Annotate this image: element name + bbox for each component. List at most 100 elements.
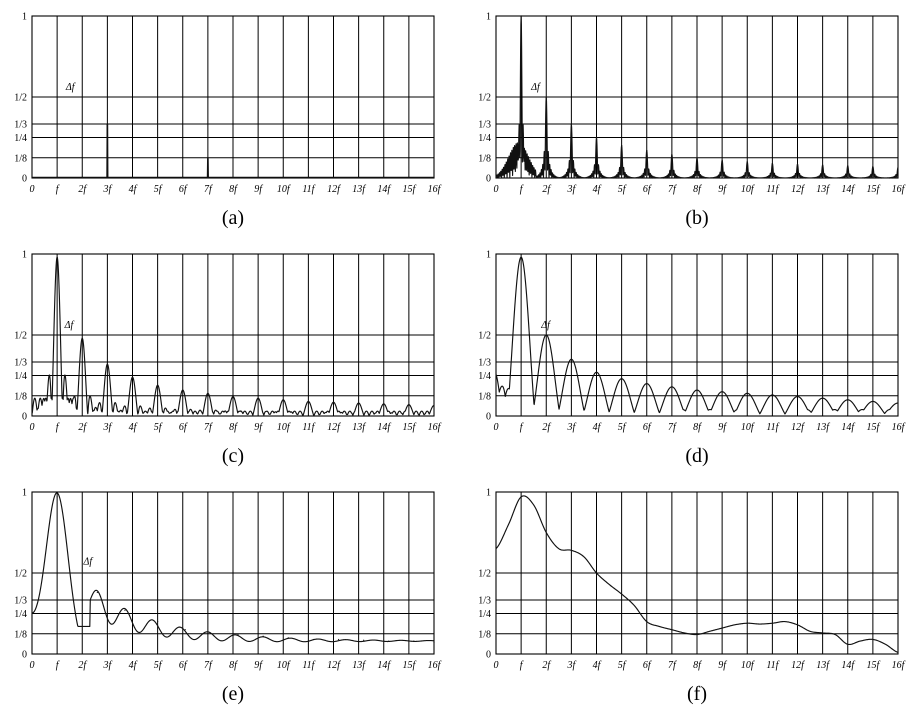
x-tick-label: 4f <box>593 422 602 433</box>
x-tick-label: 16f <box>892 422 906 433</box>
x-tick-label: f <box>56 660 60 671</box>
x-tick-label: 12f <box>791 422 805 433</box>
x-tick-label: 11f <box>302 184 315 195</box>
y-tick-label: 1 <box>486 488 491 499</box>
data-point <box>595 136 598 139</box>
x-tick-label: 14f <box>841 660 855 671</box>
x-tick-label: 12f <box>327 422 341 433</box>
x-tick-label: 15f <box>402 422 416 433</box>
data-point <box>96 591 98 594</box>
x-tick-label: 12f <box>327 184 341 195</box>
panel-caption: (c) <box>222 445 244 467</box>
x-tick-label: 8f <box>229 184 238 195</box>
spectrum-trace <box>495 495 899 653</box>
y-tick-label: 1/2 <box>478 331 491 342</box>
y-tick-label: 0 <box>22 174 27 185</box>
delta-f-label: Δf <box>64 320 75 331</box>
y-tick-label: 1/4 <box>478 133 491 144</box>
plot-frame <box>495 15 899 179</box>
x-tick-label: 16f <box>428 660 442 671</box>
x-tick-label: 7f <box>668 184 677 195</box>
data-point <box>408 176 410 178</box>
y-tick-label: 0 <box>22 650 27 661</box>
plot-frame <box>495 491 899 655</box>
data-point <box>257 397 259 399</box>
data-point <box>796 395 799 398</box>
x-tick-label: 5f <box>154 422 163 433</box>
x-tick-label: 7f <box>204 660 213 671</box>
x-tick-label: 0 <box>30 660 35 671</box>
x-tick-label: 7f <box>668 422 677 433</box>
x-tick-label: 4f <box>593 660 602 671</box>
x-tick-label: 16f <box>892 184 906 195</box>
x-tick-label: 6f <box>643 422 652 433</box>
data-point <box>746 161 748 163</box>
x-tick-label: 6f <box>179 184 188 195</box>
x-tick-label: 4f <box>129 660 138 671</box>
x-tick-label: 10f <box>741 660 755 671</box>
x-tick-label: 6f <box>179 660 188 671</box>
data-point <box>363 639 365 641</box>
x-tick-label: 3f <box>102 660 112 671</box>
data-point <box>56 256 58 258</box>
data-point <box>106 363 108 365</box>
x-tick-label: 2f <box>542 422 551 433</box>
delta-f-label: Δf <box>65 82 76 93</box>
y-tick-label: 1/4 <box>14 609 27 620</box>
delta-f-label: Δf <box>530 82 541 93</box>
x-tick-label: 11f <box>766 184 779 195</box>
data-point <box>570 358 572 360</box>
x-tick-label: 12f <box>327 660 341 671</box>
x-tick-label: 5f <box>618 184 627 195</box>
data-point <box>746 392 748 394</box>
x-tick-label: 2f <box>542 660 551 671</box>
y-tick-label: 1/8 <box>478 629 491 640</box>
x-tick-label: 8f <box>693 422 702 433</box>
x-tick-label: 11f <box>302 422 315 433</box>
x-tick-label: 14f <box>377 184 391 195</box>
y-tick-label: 1/4 <box>478 609 491 620</box>
x-tick-label: 2f <box>78 184 87 195</box>
x-tick-label: 16f <box>428 422 442 433</box>
x-tick-label: 3f <box>102 422 112 433</box>
chart-panel-b: 1 1/2 1/3 1/4 1/8 00 f 2f 3f 4f 5f 6f 7f 8f 9f 10f 11f 12… <box>478 12 905 230</box>
x-tick-label: f <box>520 660 524 671</box>
x-tick-label: 0 <box>494 660 499 671</box>
x-tick-label: 7f <box>668 660 677 671</box>
data-point <box>131 176 134 178</box>
data-point <box>332 401 335 403</box>
y-tick-label: 0 <box>22 412 27 423</box>
data-point <box>307 400 309 403</box>
data-point <box>413 640 415 642</box>
x-tick-label: f <box>56 422 60 433</box>
data-point <box>771 162 773 165</box>
x-tick-label: 4f <box>129 422 138 433</box>
data-point <box>257 176 259 178</box>
x-tick-label: 0 <box>30 422 35 433</box>
data-point <box>184 629 186 631</box>
data-point <box>897 402 899 404</box>
data-point <box>282 399 284 401</box>
data-point <box>307 176 309 178</box>
x-tick-label: 16f <box>892 660 906 671</box>
data-point <box>671 386 673 388</box>
y-tick-label: 1/4 <box>478 371 491 382</box>
x-tick-label: 8f <box>693 184 702 195</box>
x-tick-label: 14f <box>377 660 391 671</box>
x-tick-label: 7f <box>204 184 213 195</box>
y-tick-label: 1/2 <box>14 93 27 104</box>
y-tick-label: 1/3 <box>14 120 27 131</box>
x-tick-label: 5f <box>154 660 163 671</box>
x-tick-label: 11f <box>766 660 779 671</box>
x-tick-label: 4f <box>129 184 138 195</box>
data-point <box>182 389 184 391</box>
panel-caption: (d) <box>685 445 708 467</box>
x-tick-label: 8f <box>229 660 238 671</box>
data-point <box>182 176 184 178</box>
x-tick-label: 3f <box>566 184 576 195</box>
data-point <box>358 176 360 178</box>
data-point <box>56 496 58 498</box>
chart-panel-a: 1 1/2 1/3 1/4 1/8 00 f 2f 3f 4f 5f 6f 7f 8f 9f 10f 11f 12… <box>14 12 441 230</box>
x-tick-label: 12f <box>791 660 805 671</box>
data-point <box>237 633 239 636</box>
